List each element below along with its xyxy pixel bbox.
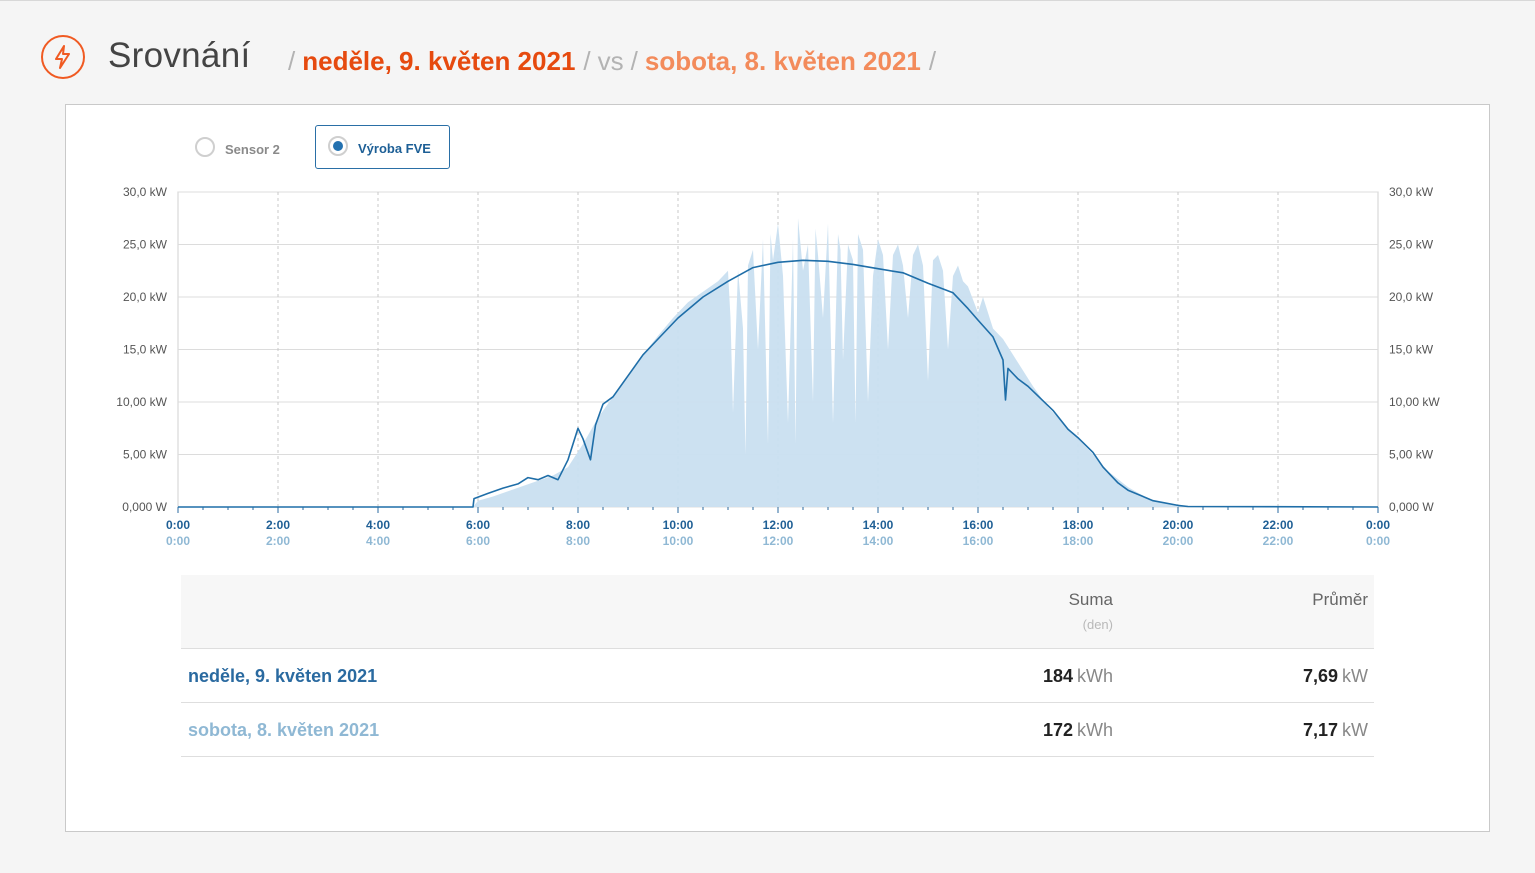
series-area-sobota [178,218,1378,508]
x-tick-label-secondary: 22:00 [1263,534,1294,548]
x-tick-label-primary: 6:00 [466,518,490,532]
breadcrumb: / neděle, 9. květen 2021/vs / sobota, 8. kv… [288,46,943,77]
x-tick-label-secondary: 6:00 [466,534,490,548]
x-tick-label-primary: 12:00 [763,518,794,532]
col-sum-subheader: (den) [1082,617,1113,632]
series-line-nedele [178,259,1379,508]
avg-unit: kW [1342,666,1368,686]
row-sum-value: 172 kWh [1043,720,1113,741]
page-title: Srovnání [108,36,251,75]
y-tick-label-left: 20,0 kW [123,290,168,304]
x-tick-label-primary: 16:00 [963,518,994,532]
radio-vyroba-fve-label: Výroba FVE [358,141,431,156]
x-tick-label-primary: 22:00 [1263,518,1294,532]
radio-vyroba-fve[interactable]: Výroba FVE [315,125,450,169]
comparison-panel: 0,000 W 0,000 W 5,00 kW 5,00 kW 10,00 kW 10,0… [65,104,1490,832]
breadcrumb-separator: / [288,46,296,76]
radio-sensor-2-label: Sensor 2 [225,142,280,157]
breadcrumb-separator: / [630,46,638,76]
row-date-label: sobota, 8. květen 2021 [188,720,380,740]
breadcrumb-separator: / [928,46,937,76]
x-tick-label-primary: 4:00 [366,518,390,532]
table-row: neděle, 9. květen 2021 184 kWh 7,69 kW [181,649,1374,703]
x-tick-label-secondary: 4:00 [366,534,390,548]
col-avg-header: Průměr [1312,590,1368,609]
col-sum-header: Suma [1068,590,1113,609]
x-tick-label-secondary: 0:00 [166,534,190,548]
y-tick-label-left: 30,0 kW [123,185,168,199]
x-tick-label-secondary: 20:00 [1163,534,1194,548]
x-tick-label-secondary: 0:00 [1366,534,1390,548]
sum-number: 172 [1042,720,1073,740]
top-border [0,0,1535,1]
x-tick-label-secondary: 16:00 [963,534,994,548]
stats-header: Suma (den) Průměr [181,575,1374,649]
x-tick-label-secondary: 10:00 [663,534,694,548]
avg-number: 7,69 [1302,666,1338,686]
avg-unit: kW [1342,720,1368,740]
avg-number: 7,17 [1302,720,1338,740]
date-secondary-link[interactable]: sobota, 8. květen 2021 [644,46,921,76]
y-tick-label-left: 5,00 kW [123,448,168,462]
y-tick-label-right: 25,0 kW [1389,238,1434,252]
x-tick-label-secondary: 12:00 [763,534,794,548]
breadcrumb-separator: / [583,46,591,76]
y-tick-label-left: 25,0 kW [123,238,168,252]
x-tick-label-primary: 0:00 [166,518,190,532]
radio-checked-icon [328,136,348,156]
y-tick-label-left: 10,00 kW [116,395,167,409]
radio-sensor-2[interactable]: Sensor 2 [183,127,293,171]
radio-unchecked-icon [195,137,215,157]
y-tick-label-right: 10,00 kW [1389,395,1440,409]
y-tick-label-right: 30,0 kW [1389,185,1434,199]
sum-number: 184 [1042,666,1073,686]
x-tick-label-secondary: 14:00 [863,534,894,548]
row-avg-value: 7,69 kW [1303,666,1368,687]
lightning-icon [41,35,85,79]
date-primary-link[interactable]: neděle, 9. květen 2021 [302,46,576,76]
vs-label: vs [597,46,624,76]
y-tick-label-right: 0,000 W [1389,500,1434,514]
page-header: Srovnání / neděle, 9. květen 2021/vs / sobo… [0,30,1535,90]
x-tick-label-secondary: 2:00 [266,534,290,548]
table-row: sobota, 8. květen 2021 172 kWh 7,17 kW [181,703,1374,757]
x-tick-label-primary: 0:00 [1366,518,1390,532]
sum-unit: kWh [1077,666,1113,686]
row-date-label: neděle, 9. květen 2021 [188,666,378,686]
y-tick-label-left: 15,0 kW [123,343,168,357]
x-tick-label-primary: 18:00 [1063,518,1094,532]
y-tick-label-right: 20,0 kW [1389,290,1434,304]
y-tick-label-right: 5,00 kW [1389,448,1434,462]
row-sum-value: 184 kWh [1043,666,1113,687]
x-tick-label-primary: 20:00 [1163,518,1194,532]
x-tick-label-primary: 10:00 [663,518,694,532]
production-chart: 0,000 W 0,000 W 5,00 kW 5,00 kW 10,00 kW 10,0… [116,185,1440,548]
stats-table: Suma (den) Průměr neděle, 9. květen 2021… [181,575,1374,757]
y-tick-label-left: 0,000 W [122,500,167,514]
row-avg-value: 7,17 kW [1303,720,1368,741]
x-tick-label-secondary: 8:00 [566,534,590,548]
x-tick-label-primary: 14:00 [863,518,894,532]
x-tick-label-primary: 8:00 [566,518,590,532]
x-tick-label-primary: 2:00 [266,518,290,532]
y-tick-label-right: 15,0 kW [1389,343,1434,357]
x-tick-label-secondary: 18:00 [1063,534,1094,548]
sum-unit: kWh [1077,720,1113,740]
